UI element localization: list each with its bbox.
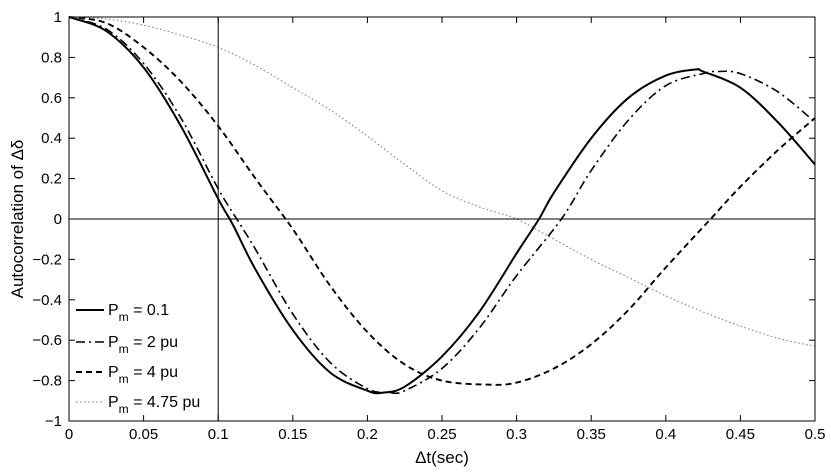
- x-tick-label: 0: [65, 426, 73, 443]
- series-line-3: [68, 16, 816, 386]
- y-tick-label: 0: [54, 211, 62, 228]
- x-axis-label: Δt(sec): [415, 448, 469, 467]
- x-tick-label: 0.45: [726, 426, 755, 443]
- series-line-1: [68, 16, 816, 395]
- x-tick-label: 0.4: [655, 426, 676, 443]
- x-tick-label: 0.2: [357, 426, 378, 443]
- x-tick-label: 0.05: [129, 426, 158, 443]
- y-tick-label: 1: [54, 9, 62, 26]
- reference-lines: [69, 17, 815, 421]
- series-line-2: [68, 16, 816, 395]
- y-tick-label: −0.6: [32, 332, 62, 349]
- x-tick-label: 0.5: [805, 426, 826, 443]
- y-tick-label: 0.4: [41, 130, 62, 147]
- y-tick-label: −0.2: [32, 251, 62, 268]
- y-tick-label: 0.8: [41, 49, 62, 66]
- y-axis-label: Autocorrelation of Δδ: [8, 140, 27, 299]
- series-line-4: [68, 16, 816, 347]
- legend-label: Pm = 4 pu: [108, 364, 178, 386]
- y-tick-label: 0.2: [41, 171, 62, 188]
- y-tick-label: −1: [45, 413, 62, 430]
- x-tick-label: 0.3: [506, 426, 527, 443]
- y-tick-label: −0.8: [32, 373, 62, 390]
- legend: Pm = 0.1 Pm = 2 pu Pm = 4 pu Pm = 4.75 pu: [76, 302, 200, 416]
- x-tick-label: 0.35: [577, 426, 606, 443]
- legend-label: Pm = 0.1: [108, 302, 169, 324]
- y-tick-label: 0.6: [41, 90, 62, 107]
- y-tick-label: −0.4: [32, 292, 62, 309]
- series-layer: [68, 16, 816, 395]
- axis-ticks: 0 0.05 0.1 0.15 0.2 0.25 0.3 0.35 0.4 0.45 0.5 −1 −0…: [32, 9, 825, 443]
- legend-label: Pm = 4.75 pu: [108, 394, 200, 416]
- x-tick-label: 0.15: [278, 426, 307, 443]
- x-tick-label: 0.25: [427, 426, 456, 443]
- x-tick-label: 0.1: [208, 426, 229, 443]
- legend-label: Pm = 2 pu: [108, 334, 178, 356]
